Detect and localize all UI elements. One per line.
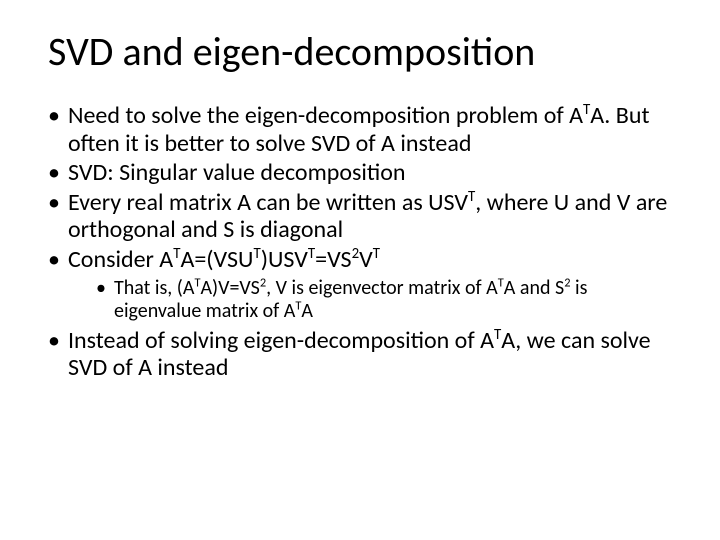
bullet-item: Consider ATA=(VSUT)USVT=VS2VT That is, (…	[48, 246, 672, 324]
bullet-text: )USV	[261, 245, 308, 274]
bullet-text: Every real matrix A can be written as US…	[68, 188, 468, 217]
sub-bullet-text: A)V=VS	[200, 276, 259, 300]
bullet-item: Need to solve the eigen-decomposition pr…	[48, 102, 672, 157]
slide: SVD and eigen-decomposition Need to solv…	[0, 0, 720, 540]
superscript-T: T	[253, 244, 260, 262]
superscript-2: 2	[352, 244, 360, 262]
bullet-text: A=(VSU	[180, 245, 253, 274]
bullet-list: Need to solve the eigen-decomposition pr…	[48, 102, 672, 382]
bullet-text: Consider A	[68, 245, 173, 274]
sub-bullet-list: That is, (ATA)V=VS2, V is eigenvector ma…	[68, 277, 672, 324]
bullet-text: =VS	[315, 245, 351, 274]
sub-bullet-text: A and S	[504, 276, 564, 300]
bullet-text: SVD: Singular value decomposition	[68, 158, 406, 187]
sub-bullet-text: A	[301, 299, 313, 323]
bullet-text: V	[359, 245, 373, 274]
slide-title: SVD and eigen-decomposition	[48, 30, 672, 74]
bullet-text: Need to solve the eigen-decomposition pr…	[68, 101, 583, 130]
sub-bullet-text: That is, (A	[114, 276, 194, 300]
bullet-item: Every real matrix A can be written as US…	[48, 189, 672, 244]
superscript-T: T	[373, 244, 380, 262]
sub-bullet-item: That is, (ATA)V=VS2, V is eigenvector ma…	[96, 277, 672, 324]
bullet-item: Instead of solving eigen-decomposition o…	[48, 327, 672, 382]
bullet-text: Instead of solving eigen-decomposition o…	[68, 326, 494, 355]
bullet-item: SVD: Singular value decomposition	[48, 159, 672, 187]
sub-bullet-text: , V is eigenvector matrix of A	[266, 276, 498, 300]
